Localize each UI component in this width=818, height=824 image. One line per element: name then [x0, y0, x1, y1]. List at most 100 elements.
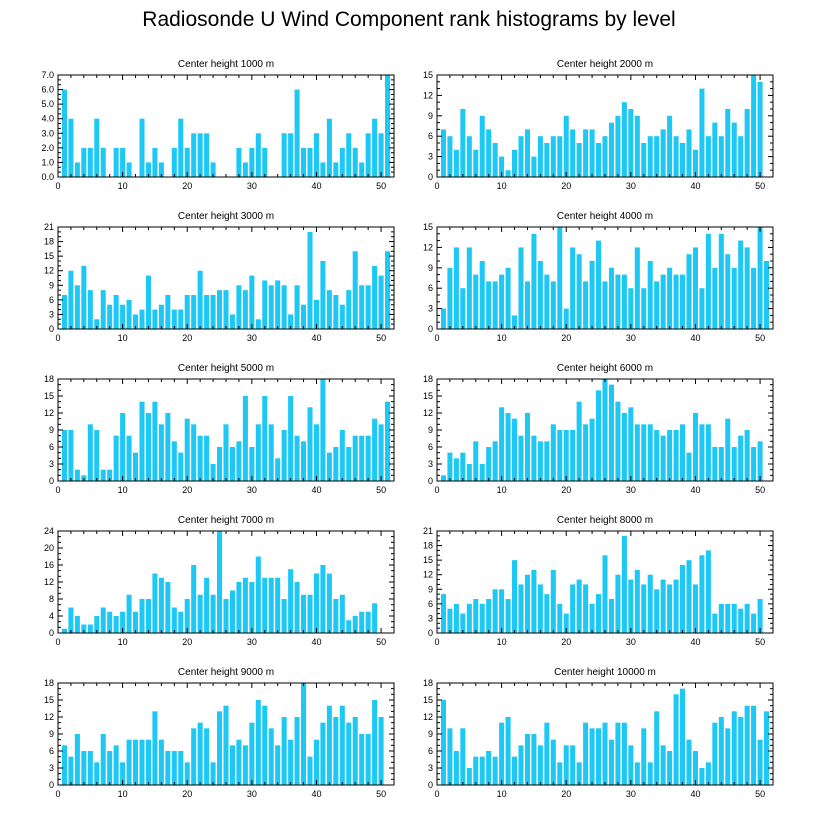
histogram-bar — [145, 275, 151, 329]
histogram-bar — [570, 584, 576, 633]
histogram-bar — [647, 574, 653, 633]
histogram-bar — [550, 739, 556, 785]
histogram-bar — [563, 613, 569, 633]
histogram-bar — [738, 435, 744, 481]
histogram-bar — [145, 739, 151, 785]
histogram-bar — [145, 162, 151, 177]
histogram-bar — [479, 115, 485, 177]
histogram-bar — [204, 577, 210, 633]
histogram-bar — [359, 734, 365, 785]
x-tick-label: 0 — [55, 181, 60, 191]
histogram-bar — [647, 424, 653, 481]
histogram-bar — [152, 711, 158, 785]
histogram-bar — [764, 711, 770, 785]
x-tick-label: 20 — [182, 637, 192, 647]
histogram-bar — [447, 267, 453, 329]
histogram-bar — [68, 756, 74, 785]
panel-title: Center height 5000 m — [177, 363, 275, 374]
x-tick-label: 20 — [182, 485, 192, 495]
y-tick-label: 0 — [49, 324, 54, 334]
histogram-bar — [764, 261, 770, 329]
y-tick-label: 0 — [428, 172, 433, 182]
y-tick-label: 6.0 — [41, 85, 54, 95]
histogram-bar — [307, 147, 313, 177]
histogram-bar — [550, 136, 556, 177]
histogram-bar — [680, 274, 686, 329]
histogram-bar — [608, 739, 614, 785]
histogram-bar — [705, 136, 711, 177]
histogram-bar — [705, 550, 711, 633]
histogram-bar — [751, 705, 757, 785]
histogram-bar — [61, 628, 67, 633]
histogram-bar — [596, 594, 602, 633]
histogram-bar — [718, 603, 724, 633]
histogram-bar — [705, 762, 711, 785]
histogram-bar — [204, 435, 210, 481]
histogram-bar — [320, 379, 326, 481]
histogram-bar — [139, 599, 145, 633]
histogram-bar — [524, 574, 530, 633]
histogram-bar — [634, 115, 640, 177]
y-tick-label: 0.0 — [41, 172, 54, 182]
histogram-bar — [499, 722, 505, 785]
x-tick-label: 50 — [376, 181, 386, 191]
x-tick-label: 40 — [690, 789, 700, 799]
x-tick-label: 20 — [182, 333, 192, 343]
histogram-bar — [667, 751, 673, 785]
histogram-bar — [281, 430, 287, 481]
histogram-bar — [133, 314, 139, 329]
x-tick-label: 0 — [55, 789, 60, 799]
histogram-bar — [460, 452, 466, 481]
histogram-bar — [524, 129, 530, 177]
histogram-bar — [288, 739, 294, 785]
histogram-bar — [74, 162, 80, 177]
histogram-bar — [294, 582, 300, 633]
histogram-bar — [178, 611, 184, 633]
histogram-bar — [751, 267, 757, 329]
histogram-bar — [126, 435, 132, 481]
histogram-bar — [301, 441, 307, 481]
histogram-bar — [589, 261, 595, 329]
histogram-bar — [262, 147, 268, 177]
histogram-bar — [537, 584, 543, 633]
histogram-bar — [686, 739, 692, 785]
histogram-bar — [589, 418, 595, 481]
histogram-bar — [596, 143, 602, 177]
histogram-bar — [621, 535, 627, 633]
y-tick-label: 0 — [49, 628, 54, 638]
histogram-bar — [281, 717, 287, 785]
y-tick-label: 15 — [44, 391, 54, 401]
histogram-bar — [602, 379, 608, 481]
histogram-bar — [712, 613, 718, 633]
histogram-bar — [576, 254, 582, 329]
histogram-bar — [262, 396, 268, 481]
histogram-bar — [107, 304, 113, 329]
histogram-bar — [236, 285, 242, 329]
histogram-bar — [178, 751, 184, 785]
x-tick-label: 10 — [497, 333, 507, 343]
histogram-bar — [301, 683, 307, 785]
histogram-bar — [365, 734, 371, 785]
histogram-bar — [268, 424, 274, 481]
histogram-bar — [751, 75, 757, 177]
histogram-bar — [757, 81, 763, 177]
histogram-panel: 0 10 20 30 40 50 0 3 6 9 12 15 18 — [423, 374, 774, 495]
histogram-bar — [447, 136, 453, 177]
histogram-bar — [313, 739, 319, 785]
histogram-bar — [602, 136, 608, 177]
histogram-panel: 0 10 20 30 40 50 0 3 6 9 12 15 18 21 — [44, 222, 395, 343]
y-tick-label: 6 — [428, 599, 433, 609]
y-tick-label: 12 — [423, 242, 433, 252]
histogram-bar — [537, 441, 543, 481]
histogram-bar — [346, 290, 352, 329]
histogram-bar — [313, 573, 319, 633]
histogram-bar — [453, 149, 459, 177]
y-tick-label: 9 — [49, 425, 54, 435]
histogram-bar — [61, 745, 67, 785]
histogram-bar — [473, 599, 479, 633]
histogram-bar — [126, 594, 132, 633]
histogram-bar — [466, 603, 472, 633]
histogram-bar — [217, 447, 223, 481]
histogram-bar — [479, 756, 485, 785]
histogram-bar — [204, 133, 210, 177]
